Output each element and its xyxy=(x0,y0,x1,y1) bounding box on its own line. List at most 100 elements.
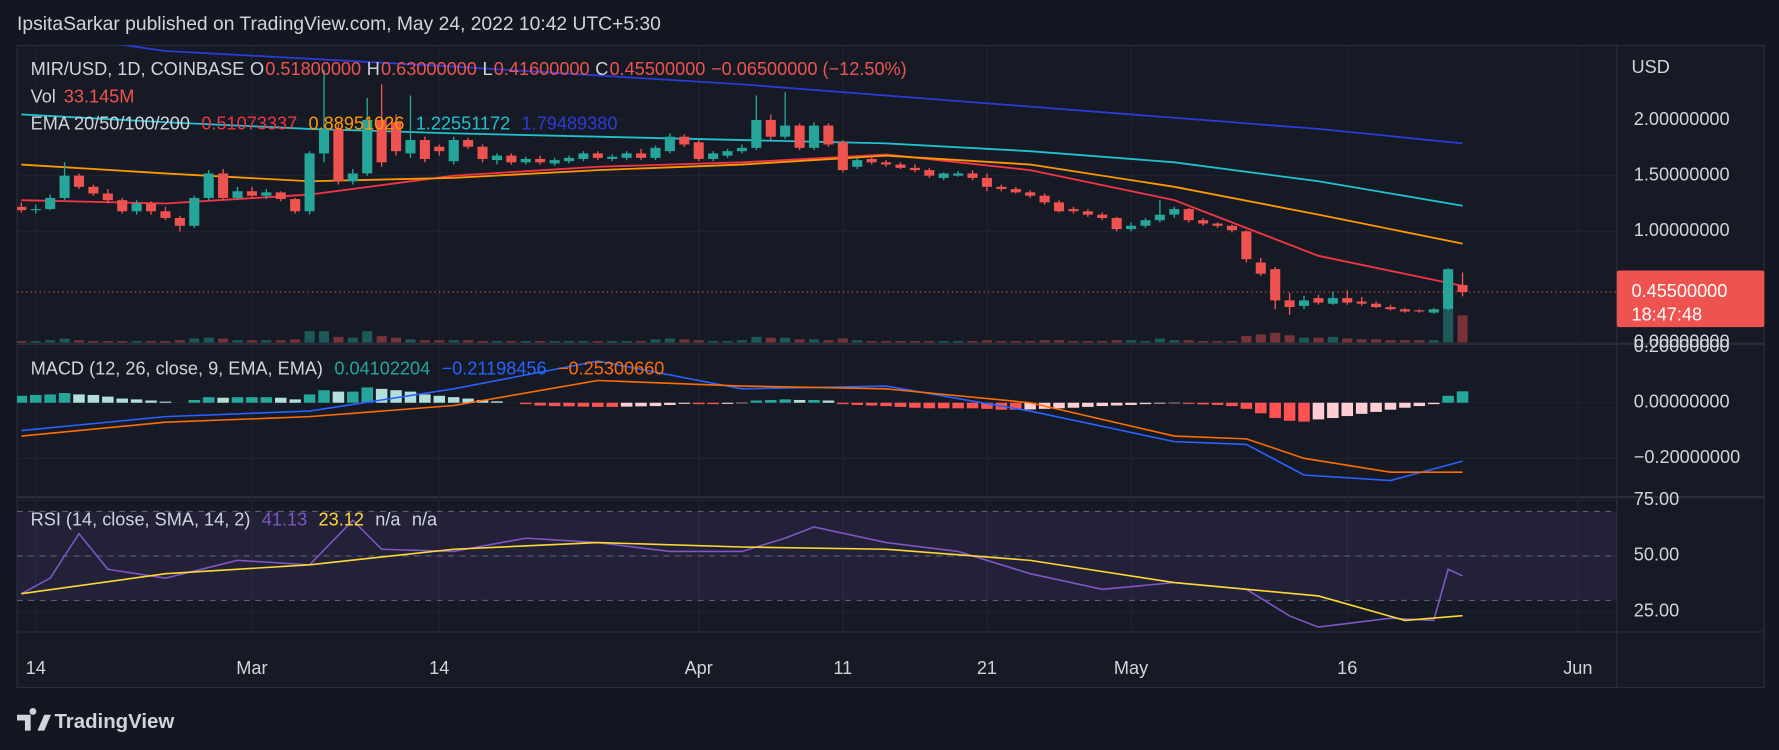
price-unit: USD xyxy=(1632,57,1670,77)
candle-body xyxy=(1298,300,1310,306)
macd-histogram-bar xyxy=(246,397,258,403)
candle-body xyxy=(290,199,301,212)
volume-bar xyxy=(1457,315,1468,343)
macd-histogram-bar xyxy=(491,401,503,403)
candle-body xyxy=(1183,209,1194,221)
volume-bar xyxy=(1025,341,1036,343)
macd-histogram-bar xyxy=(188,399,201,403)
macd-histogram-bar xyxy=(433,395,446,403)
macd-histogram-bar xyxy=(894,402,907,407)
macd-histogram-bar xyxy=(1010,402,1022,410)
volume-bar xyxy=(1097,341,1108,343)
macd-histogram-bar xyxy=(1341,402,1354,417)
macd-histogram-bar xyxy=(116,398,128,403)
volume-bar xyxy=(1385,340,1396,343)
macd-histogram-bar xyxy=(1413,402,1426,407)
volume-bar xyxy=(1270,332,1281,343)
volume-bar xyxy=(333,336,344,343)
ema-line xyxy=(118,45,1463,145)
macd-histogram-bar xyxy=(145,400,157,403)
brand-logo xyxy=(17,707,52,731)
volume-bar xyxy=(261,340,272,343)
volume-bar xyxy=(765,337,776,343)
macd-histogram-bar xyxy=(519,402,532,405)
x-tick-label: 16 xyxy=(1337,658,1357,678)
candle-body xyxy=(563,157,575,162)
candle-body xyxy=(304,153,315,212)
candle-body xyxy=(722,151,733,156)
y-tick-label: 1.50000000 xyxy=(1634,164,1730,184)
macd-histogram-bar xyxy=(952,402,964,409)
volume-bar xyxy=(996,341,1007,343)
macd-histogram-bar xyxy=(1096,402,1109,407)
volume-bar xyxy=(866,341,877,343)
candle-body xyxy=(664,136,675,152)
macd-histogram-bar xyxy=(1240,402,1253,409)
candle-body xyxy=(708,153,719,159)
candle-body xyxy=(693,142,704,159)
macd-histogram-bar xyxy=(1399,402,1411,408)
volume-bar xyxy=(981,340,992,343)
volume-bar xyxy=(693,340,704,343)
ema-line xyxy=(21,153,1463,287)
macd-histogram-bar xyxy=(404,391,417,403)
candle-body xyxy=(837,142,848,171)
candle-body xyxy=(1270,269,1281,301)
volume-bar xyxy=(780,337,791,343)
candle-body xyxy=(866,158,877,163)
candle-body xyxy=(1212,223,1223,226)
macd-histogram-bar xyxy=(779,399,791,403)
y-tick-label: 0.00000000 xyxy=(1634,331,1730,351)
macd-histogram-bar xyxy=(390,390,402,403)
volume-bar xyxy=(1428,340,1439,343)
volume-bar xyxy=(506,341,517,343)
volume-bar xyxy=(1111,340,1122,343)
macd-histogram-bar xyxy=(923,402,936,409)
macd-histogram-bar xyxy=(750,400,763,403)
macd-histogram-bar xyxy=(87,394,100,403)
candle-body xyxy=(1198,220,1209,224)
volume-bar xyxy=(708,341,719,343)
candle-body xyxy=(895,164,906,168)
volume-bar xyxy=(434,340,445,343)
legend-text: H xyxy=(367,59,380,79)
candle-body xyxy=(477,146,488,159)
macd-histogram-bar xyxy=(303,394,316,403)
volume-bar xyxy=(318,331,330,343)
macd-histogram-bar xyxy=(1255,402,1267,414)
chart-frame xyxy=(16,44,1765,689)
volume-bar xyxy=(535,341,546,343)
volume-bar xyxy=(1327,336,1338,343)
last-price-tag xyxy=(1616,270,1765,328)
volume-bar xyxy=(852,340,863,343)
volume-bar xyxy=(1443,309,1454,343)
volume-bar xyxy=(1154,338,1165,343)
volume-bar xyxy=(232,340,243,343)
legend-text: n/a xyxy=(375,510,401,530)
candle-body xyxy=(1457,284,1468,293)
macd-histogram-bar xyxy=(808,399,820,403)
macd-histogram-bar xyxy=(534,402,546,406)
macd-histogram-bar xyxy=(476,399,489,403)
candle-body xyxy=(1241,231,1252,260)
candle-body xyxy=(736,147,747,152)
candle-body xyxy=(1356,301,1367,304)
candle-body xyxy=(448,140,459,162)
volume-bar xyxy=(1068,341,1079,343)
candle-body xyxy=(794,125,805,148)
volume-bar xyxy=(290,339,301,343)
macd-histogram-bar xyxy=(649,402,662,407)
macd-histogram-bar xyxy=(880,402,892,407)
candle-body xyxy=(938,173,949,178)
countdown-label: 18:47:48 xyxy=(1632,305,1703,325)
candle-body xyxy=(1284,300,1295,308)
legend-text: 23.12 xyxy=(319,510,364,530)
macd-histogram-bar xyxy=(332,391,345,403)
legend-text: 1.79489380 xyxy=(522,114,618,134)
volume-bar xyxy=(88,341,99,343)
volume-bar xyxy=(1082,341,1093,343)
volume-bar xyxy=(808,339,820,343)
macd-histogram-bar xyxy=(231,397,244,403)
volume-bar xyxy=(1140,341,1151,343)
